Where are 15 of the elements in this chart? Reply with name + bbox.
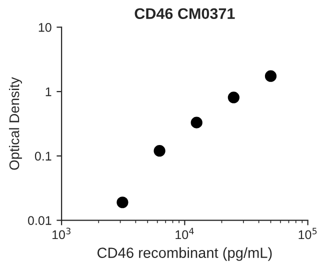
x-axis-title: CD46 recombinant (pg/mL) — [97, 247, 272, 261]
point — [228, 92, 240, 104]
y-tick-label: 0.1 — [34, 152, 52, 161]
x-tick-label: 10$^{4}$ — [176, 228, 194, 240]
chart-title: CD46 CM0371 — [134, 8, 235, 20]
point — [154, 145, 166, 157]
x-tick-label: 10$^{3}$ — [52, 228, 70, 240]
y-tick-label: 1 — [46, 88, 52, 96]
point — [190, 116, 202, 128]
y-tick-label: 0.01 — [28, 216, 52, 225]
y-tick-label: 10 — [38, 23, 52, 32]
point — [116, 196, 128, 208]
point — [264, 70, 277, 82]
x-tick-label: 10$^{5}$ — [298, 228, 317, 240]
y-axis-title: Optical Density — [9, 77, 22, 170]
